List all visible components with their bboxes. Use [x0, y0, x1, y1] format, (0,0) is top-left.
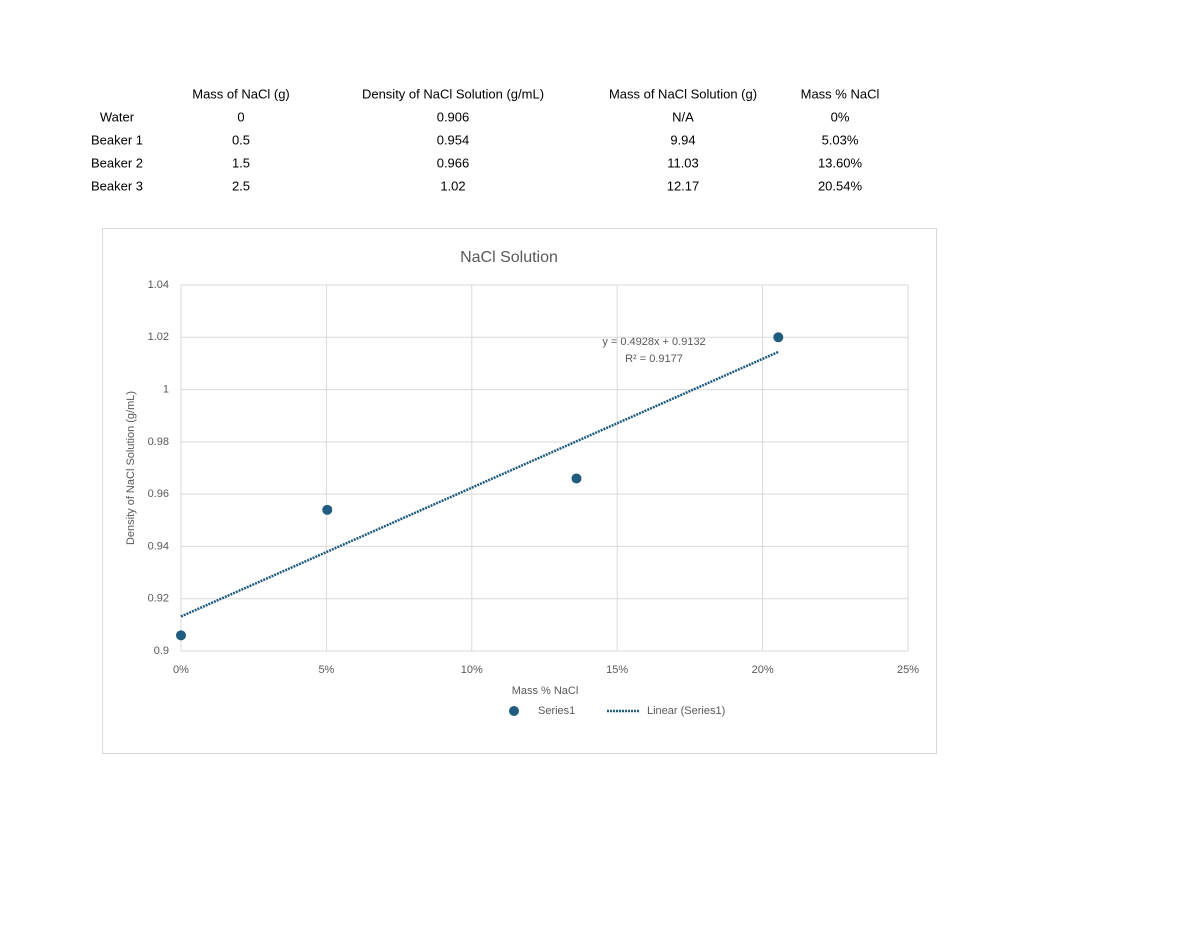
row-header: Water — [100, 109, 135, 124]
x-tick-label: 25% — [897, 664, 919, 676]
trendline-r-squared: R² = 0.9177 — [625, 353, 683, 365]
chart-title: NaCl Solution — [460, 249, 558, 266]
table-cell: 0.906 — [437, 109, 470, 124]
x-tick-label: 15% — [606, 664, 628, 676]
legend-label: Series1 — [538, 705, 575, 717]
y-tick-label: 1 — [163, 383, 169, 395]
table-cell: 2.5 — [232, 178, 250, 193]
table-cell: 0.954 — [437, 132, 470, 147]
x-tick-label: 5% — [318, 664, 334, 676]
table-cell: 12.17 — [667, 178, 700, 193]
table-cell: 1.5 — [232, 155, 250, 170]
y-tick-label: 0.94 — [148, 540, 169, 552]
chart-frame — [102, 228, 937, 754]
y-tick-label: 0.96 — [148, 488, 169, 500]
row-header: Beaker 2 — [91, 155, 143, 170]
legend-label: Linear (Series1) — [647, 705, 725, 717]
legend-swatch — [509, 706, 519, 716]
table-cell: 1.02 — [440, 178, 465, 193]
table-cell: 9.94 — [670, 132, 695, 147]
trendline-equation: y = 0.4928x + 0.9132 — [602, 336, 705, 348]
data-point — [322, 504, 333, 515]
table-cell: N/A — [672, 109, 694, 124]
y-tick-label: 0.98 — [148, 436, 169, 448]
data-point — [571, 473, 582, 484]
x-tick-label: 20% — [752, 664, 774, 676]
row-header: Beaker 1 — [91, 132, 143, 147]
y-tick-label: 0.92 — [148, 593, 169, 605]
x-axis-label: Mass % NaCl — [512, 685, 579, 697]
table-cell: 0 — [237, 109, 244, 124]
column-header: Mass of NaCl (g) — [192, 86, 290, 101]
column-header: Mass of NaCl Solution (g) — [609, 86, 757, 101]
table-cell: 11.03 — [667, 155, 699, 170]
table-cell: 0.5 — [232, 132, 250, 147]
y-tick-label: 0.9 — [154, 645, 169, 657]
data-point — [773, 332, 784, 343]
y-axis-label: Density of NaCl Solution (g/mL) — [125, 391, 137, 545]
table-cell: 0% — [831, 109, 850, 124]
table-cell: 5.03% — [822, 132, 859, 147]
trendline — [180, 350, 779, 618]
row-header: Beaker 3 — [91, 178, 143, 193]
table-cell: 0.966 — [437, 155, 470, 170]
x-tick-label: 0% — [173, 664, 189, 676]
table-cell: 20.54% — [818, 178, 863, 193]
x-tick-label: 10% — [461, 664, 483, 676]
table-cell: 13.60% — [818, 155, 863, 170]
y-tick-label: 1.04 — [148, 279, 169, 291]
y-tick-label: 1.02 — [148, 331, 169, 343]
column-header: Mass % NaCl — [801, 86, 880, 101]
data-point — [176, 630, 186, 641]
column-header: Density of NaCl Solution (g/mL) — [362, 86, 544, 101]
